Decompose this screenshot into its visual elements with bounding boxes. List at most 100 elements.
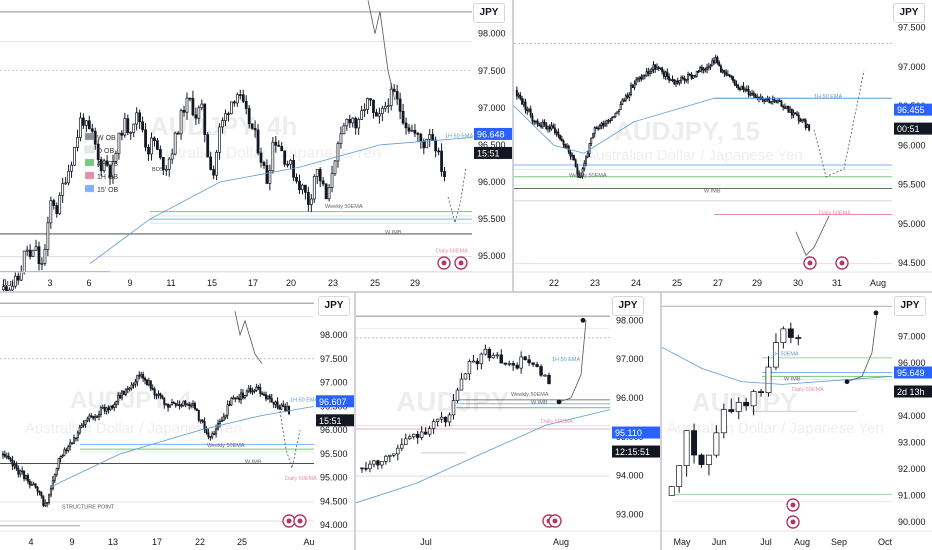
candle-body	[182, 400, 185, 406]
candle-body	[215, 428, 218, 435]
candle-body	[26, 475, 29, 482]
target-icon	[548, 514, 562, 528]
annotation-label: 1H 50EMA	[772, 351, 799, 357]
candle-body	[626, 95, 629, 98]
candle-body	[156, 140, 159, 150]
countdown-label: 15:51	[477, 148, 500, 158]
candle-body	[193, 403, 196, 410]
candle-body	[654, 64, 657, 70]
candle-body	[167, 403, 170, 408]
candle-body	[259, 387, 262, 394]
candle-body	[188, 97, 192, 100]
currency-badge[interactable]: JPY	[473, 3, 505, 23]
candle-body	[103, 407, 106, 412]
countdown-tag	[894, 385, 932, 398]
candle-body	[694, 74, 696, 77]
annotation-label: 1H 50 EMA	[814, 94, 842, 100]
candle-body	[161, 157, 165, 171]
candle-body	[685, 79, 688, 82]
candle-body	[726, 74, 729, 76]
candle-body	[700, 67, 703, 71]
lightning-icon	[786, 498, 800, 512]
candle-body	[538, 122, 541, 127]
pane-divider[interactable]	[512, 0, 514, 291]
candle-body	[21, 470, 24, 473]
chart-panel-audjpy-4h[interactable]: AUDJPY, 4h Australian Dollar / Japanese Y…	[0, 0, 512, 291]
currency-badge[interactable]: JPY	[894, 296, 926, 316]
candle-body	[410, 129, 414, 132]
candle-body	[611, 117, 613, 121]
candle-body	[235, 94, 239, 104]
legend-swatch	[84, 132, 95, 141]
pane-divider[interactable]	[660, 293, 662, 550]
currency-badge[interactable]: JPY	[318, 296, 350, 316]
chart-panel-audjpy-4h-2[interactable]: AUDJPY, 4 Australian Dollar / Japanese Ye…	[0, 293, 354, 550]
y-tick-label: 96.000	[320, 425, 348, 435]
currency-badge[interactable]: JPY	[893, 3, 925, 23]
candle-body	[8, 289, 11, 291]
pane-divider[interactable]	[0, 291, 932, 293]
candle-body	[84, 120, 88, 126]
candle-body	[770, 101, 773, 104]
currency-badge[interactable]: JPY	[612, 296, 644, 316]
x-tick-label: 17	[248, 278, 258, 288]
candle-body	[621, 99, 624, 105]
x-tick-label: 25	[672, 278, 682, 288]
candle-body	[471, 360, 476, 363]
y-tick-label: 95.000	[898, 219, 926, 229]
candle-body	[173, 132, 177, 155]
candle-body	[777, 100, 779, 103]
candle-body	[560, 138, 563, 142]
y-tick-label: 98.000	[478, 29, 506, 39]
candle-body	[108, 164, 112, 178]
candle-body	[345, 119, 349, 127]
chart-svg[interactable]: AUDJPY Australian Dollar / Japanese Yen 1H…	[662, 293, 932, 550]
candle-body	[388, 454, 392, 457]
candle-body	[376, 460, 380, 466]
imbalance-zone	[356, 475, 610, 477]
candle-body	[30, 484, 33, 486]
candle-body	[241, 392, 244, 399]
candle-body	[90, 128, 94, 132]
candle-body	[543, 121, 546, 125]
candle-body	[801, 118, 804, 122]
candle-body	[609, 120, 612, 122]
candle-body	[179, 110, 183, 135]
candle-body	[336, 143, 340, 162]
candle-body	[440, 150, 443, 172]
x-tick-label: 13	[108, 537, 118, 547]
candle-body	[24, 475, 28, 479]
chart-panel-audjpy-15m[interactable]: AUDJPY, 15 Australian Dollar / Japanese Y…	[514, 0, 932, 291]
candle-body	[612, 116, 615, 119]
candle-body	[205, 429, 208, 434]
chart-panel-audjpy-weekly[interactable]: AUDJPY Australian Dollar / Japanese Yen 1H…	[662, 293, 932, 550]
candle-body	[87, 120, 91, 130]
candle-body	[80, 425, 83, 428]
candle-body	[342, 125, 346, 135]
candle-body	[360, 110, 364, 120]
candle-body	[521, 98, 524, 105]
candle-body	[49, 200, 53, 224]
candle-body	[443, 416, 448, 423]
price-tag	[894, 103, 932, 116]
candle-body	[707, 66, 710, 69]
candle-body	[158, 149, 162, 158]
candle-body	[713, 432, 720, 456]
candle-body	[65, 449, 68, 452]
pane-divider[interactable]	[354, 293, 356, 550]
annotation-label: W IMB	[784, 376, 801, 382]
x-tick-label: Aug	[870, 278, 886, 288]
candle-body	[278, 406, 281, 410]
icon-core	[441, 260, 447, 266]
candle-body	[147, 380, 150, 385]
candle-body	[559, 134, 562, 140]
candle-body	[73, 147, 76, 166]
countdown-label: 2d 13h	[897, 387, 925, 397]
candle-body	[771, 99, 774, 103]
candle-body	[754, 94, 757, 99]
